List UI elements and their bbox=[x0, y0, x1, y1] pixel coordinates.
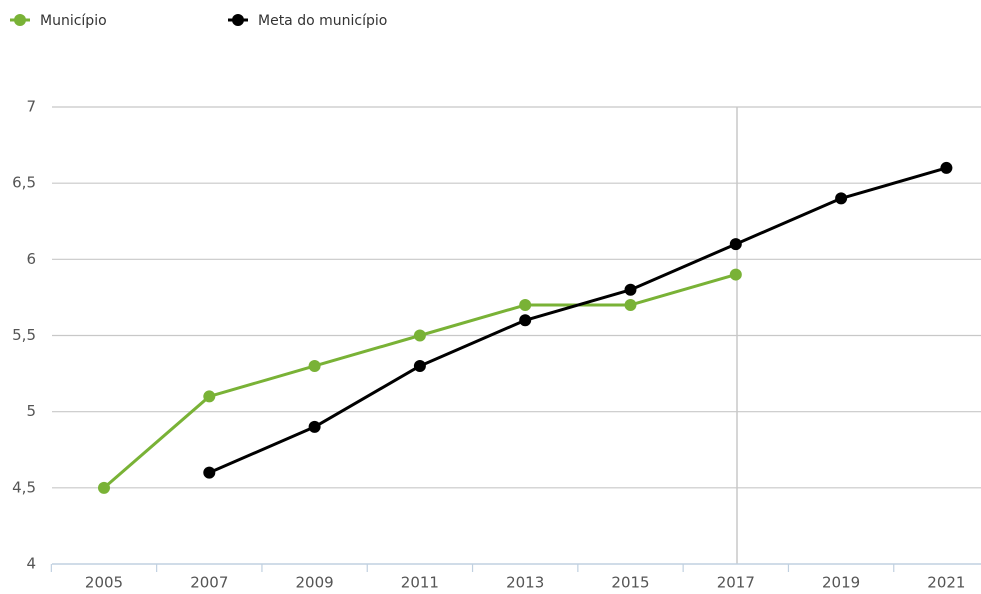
x-tick-label: 2015 bbox=[611, 574, 649, 592]
x-tick-label: 2013 bbox=[506, 574, 544, 592]
x-tick-label: 2005 bbox=[85, 574, 123, 592]
x-tick-label: 2007 bbox=[190, 574, 228, 592]
data-point bbox=[940, 161, 953, 174]
data-point bbox=[729, 238, 742, 251]
data-point bbox=[413, 329, 426, 342]
y-tick-label: 6,5 bbox=[12, 174, 36, 192]
x-tick-label: 2017 bbox=[717, 574, 755, 592]
legend-label: Meta do município bbox=[258, 13, 387, 29]
data-point bbox=[308, 420, 321, 433]
legend: Município Meta do município bbox=[10, 13, 387, 29]
y-tick-label: 5 bbox=[26, 402, 36, 420]
series-line bbox=[103, 273, 737, 489]
x-tick-label: 2009 bbox=[296, 574, 334, 592]
data-point bbox=[98, 481, 110, 494]
data-point bbox=[519, 314, 532, 327]
data-point bbox=[413, 359, 426, 372]
data-point bbox=[203, 390, 216, 403]
x-tick-label: 2011 bbox=[401, 574, 439, 592]
x-tick-label: 2019 bbox=[822, 574, 860, 592]
legend-label: Município bbox=[40, 13, 107, 29]
data-point bbox=[308, 359, 321, 372]
legend-marker bbox=[14, 14, 26, 26]
y-tick-label: 4 bbox=[26, 555, 36, 573]
y-tick-label: 7 bbox=[26, 98, 36, 116]
y-tick-label: 5,5 bbox=[12, 326, 36, 344]
data-point bbox=[729, 268, 742, 281]
data-point bbox=[835, 192, 848, 205]
data-point bbox=[624, 299, 637, 312]
data-point bbox=[624, 283, 637, 296]
data-point bbox=[203, 466, 216, 479]
series-line bbox=[208, 166, 947, 474]
y-tick-label: 4,5 bbox=[12, 478, 36, 496]
legend-marker bbox=[232, 14, 244, 26]
x-tick-label: 2021 bbox=[927, 574, 965, 592]
data-point bbox=[519, 299, 532, 312]
y-tick-label: 6 bbox=[26, 250, 36, 268]
